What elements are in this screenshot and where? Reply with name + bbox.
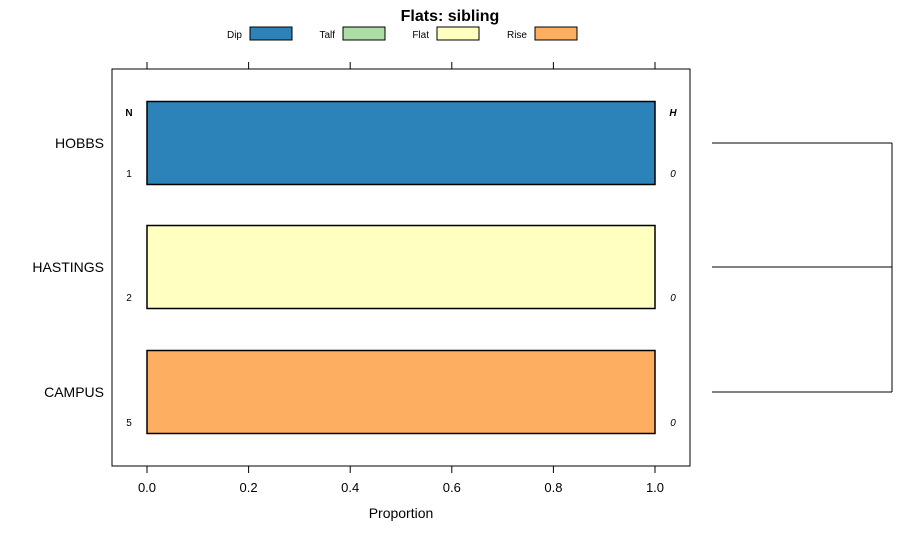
category-label-campus: CAMPUS — [44, 384, 104, 400]
chart-title: Flats: sibling — [401, 8, 500, 25]
n-value-campus: 5 — [126, 418, 132, 429]
bars — [146, 100, 656, 435]
x-tick-label: 0.0 — [138, 480, 156, 495]
x-axis: 0.0 0.2 0.4 0.6 0.8 1.0 — [138, 62, 664, 495]
category-labels: HOBBS HASTINGS CAMPUS — [32, 135, 104, 400]
legend-label-talf: Talf — [319, 30, 335, 41]
category-label-hastings: HASTINGS — [32, 259, 104, 275]
h-value-hobbs: 0 — [670, 169, 676, 180]
h-value-campus: 0 — [670, 418, 676, 429]
n-column-header: N — [125, 108, 132, 119]
legend-swatch-talf — [342, 26, 386, 41]
bar-hobbs-dip — [146, 100, 656, 186]
n-value-hobbs: 1 — [126, 169, 132, 180]
h-value-hastings: 0 — [670, 293, 676, 304]
n-value-hastings: 2 — [126, 293, 132, 304]
legend-swatch-rise — [534, 26, 578, 41]
x-tick-label: 0.2 — [240, 480, 258, 495]
plot-frame — [111, 68, 691, 467]
bar-campus-rise — [146, 349, 656, 435]
legend: Dip Talf Flat Rise — [227, 26, 578, 41]
dendrogram — [712, 142, 893, 393]
x-axis-label: Proportion — [369, 505, 434, 521]
x-tick-label: 0.8 — [544, 480, 562, 495]
bar-hastings-flat — [146, 224, 656, 310]
h-column: 0 0 0 — [670, 169, 676, 429]
legend-label-dip: Dip — [227, 30, 242, 41]
legend-label-rise: Rise — [507, 30, 527, 41]
x-tick-label: 1.0 — [646, 480, 664, 495]
h-column-header: H — [669, 108, 677, 119]
legend-label-flat: Flat — [412, 30, 429, 41]
x-tick-label: 0.4 — [341, 480, 359, 495]
category-label-hobbs: HOBBS — [55, 135, 104, 151]
legend-swatch-dip — [249, 26, 293, 41]
x-tick-label: 0.6 — [443, 480, 461, 495]
n-column: 1 2 5 — [126, 169, 132, 429]
legend-swatch-flat — [436, 26, 480, 41]
